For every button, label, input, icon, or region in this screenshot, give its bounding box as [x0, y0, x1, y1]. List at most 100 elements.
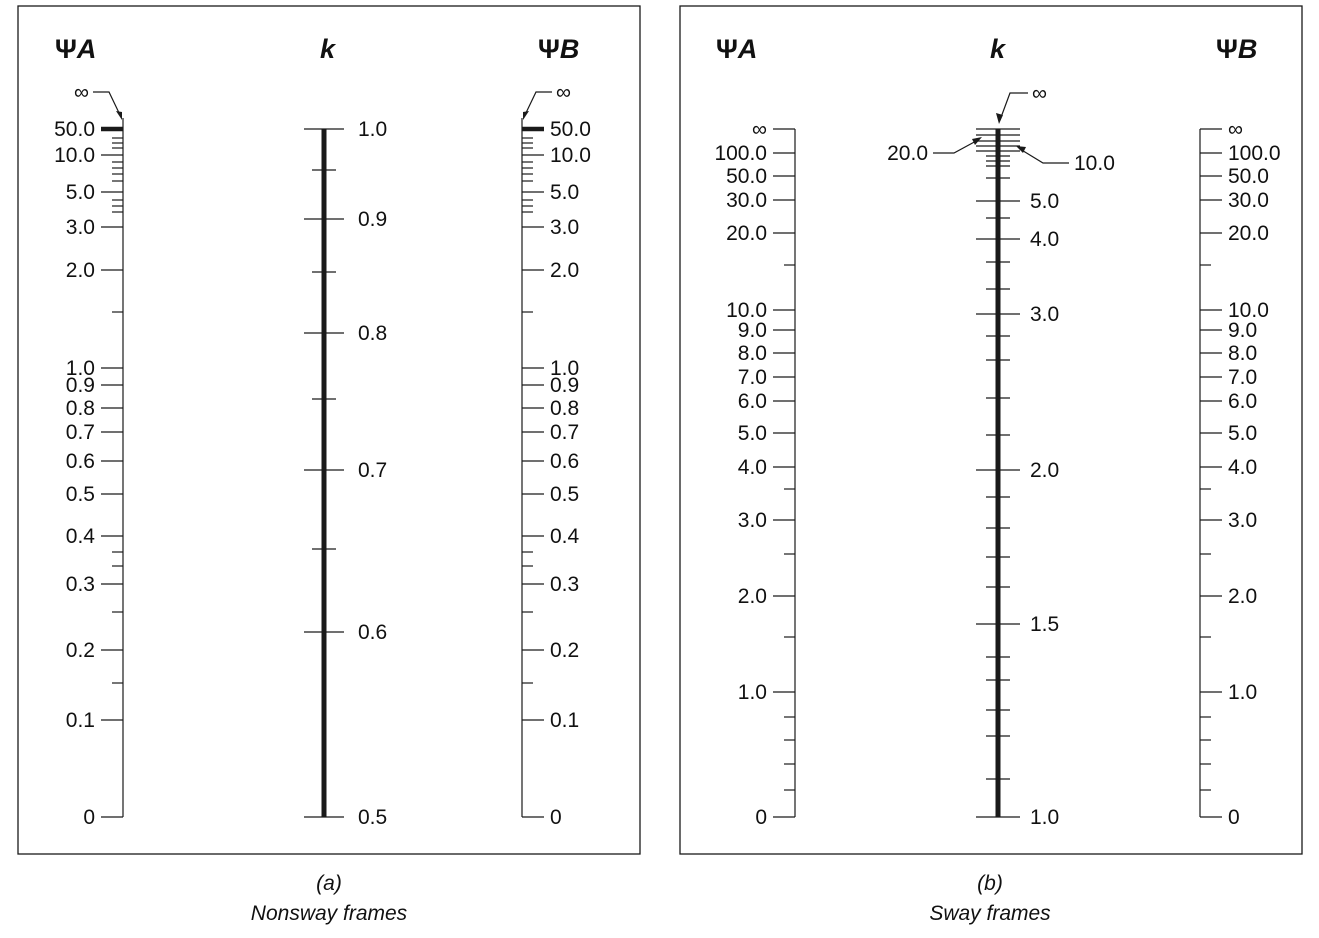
tick-label: 0.1 — [66, 709, 95, 732]
callout-10-arrowhead — [1016, 146, 1026, 153]
caption-letter-a: (a) — [316, 872, 342, 895]
tick-label: 50.0 — [54, 118, 95, 141]
tick-label: 0 — [755, 806, 767, 829]
tick-label: 7.0 — [1228, 366, 1257, 389]
k-header: k — [320, 34, 337, 64]
k-tick-label: 5.0 — [1030, 190, 1059, 213]
tick-label: 10.0 — [726, 299, 767, 322]
tick-label: 20.0 — [726, 222, 767, 245]
psi-b-header: ΨB — [538, 34, 579, 64]
tick-label: 100.0 — [714, 142, 767, 165]
tick-label: ∞ — [752, 118, 767, 141]
k-tick-label: 0.5 — [358, 806, 387, 829]
tick-label: 2.0 — [1228, 585, 1257, 608]
infinity-label: ∞ — [1032, 82, 1047, 105]
tick-label: 0 — [550, 806, 562, 829]
tick-label: 8.0 — [738, 342, 767, 365]
tick-label: 0.2 — [66, 639, 95, 662]
infinity-label: ∞ — [556, 81, 571, 104]
infinity-leader — [999, 92, 1028, 121]
panel-frame — [17, 5, 641, 855]
infinity-arrowhead — [116, 111, 122, 120]
infinity-leader — [523, 91, 552, 118]
tick-label: 0.9 — [66, 374, 95, 397]
callout-10-leader — [1019, 148, 1069, 164]
tick-label: 10.0 — [550, 144, 591, 167]
tick-label: 100.0 — [1228, 142, 1281, 165]
infinity-leader — [93, 91, 122, 118]
tick-label: 0.7 — [550, 421, 579, 444]
k-scale: 1.0 0.9 0.8 0.7 0.6 0.5 — [304, 118, 387, 829]
tick-label: 50.0 — [550, 118, 591, 141]
callout-20-label: 20.0 — [887, 142, 928, 165]
tick-label: 0 — [83, 806, 95, 829]
tick-label: 2.0 — [738, 585, 767, 608]
k-tick-label: 0.9 — [358, 208, 387, 231]
tick-label: 6.0 — [738, 390, 767, 413]
tick-label: 1.0 — [1228, 681, 1257, 704]
caption-text-b: Sway frames — [929, 902, 1051, 925]
k-header: k — [990, 34, 1007, 64]
tick-label: 0.9 — [550, 374, 579, 397]
tick-label: 4.0 — [1228, 456, 1257, 479]
infinity-label: ∞ — [74, 81, 89, 104]
tick-label: 0.8 — [550, 397, 579, 420]
panel-sway: ∞100.050.030.020.010.09.08.07.06.05.04.0… — [679, 5, 1303, 855]
k-scale: 5.0 4.0 3.0 2.0 1.5 1.0 ∞ 20.0 10.0 — [887, 82, 1115, 829]
psi-a-scale: ∞100.050.030.0 20.0 10.09.08.07.06.0 5.0 4.0… — [714, 118, 796, 829]
psi-b-header: ΨB — [1216, 34, 1257, 64]
tick-label: 5.0 — [1228, 422, 1257, 445]
tick-label: 0 — [1228, 806, 1240, 829]
tick-label: 5.0 — [738, 422, 767, 445]
tick-label: 0.3 — [66, 573, 95, 596]
tick-label: 10.0 — [1228, 299, 1269, 322]
tick-label: 50.0 — [726, 165, 767, 188]
tick-label: 0.5 — [66, 483, 95, 506]
k-tick-label: 0.6 — [358, 621, 387, 644]
callout-10-label: 10.0 — [1074, 152, 1115, 175]
k-tick-label: 1.0 — [358, 118, 387, 141]
tick-label: 30.0 — [1228, 189, 1269, 212]
callout-20-arrowhead — [972, 137, 982, 145]
tick-label: 3.0 — [66, 216, 95, 239]
infinity-arrowhead — [996, 113, 1003, 124]
k-tick-label: 1.0 — [1030, 806, 1059, 829]
tick-label: 0.3 — [550, 573, 579, 596]
tick-label: 3.0 — [550, 216, 579, 239]
tick-label: 2.0 — [550, 259, 579, 282]
psi-a-header: ΨA — [716, 34, 757, 64]
tick-label: 3.0 — [1228, 509, 1257, 532]
tick-label: 0.4 — [550, 525, 580, 548]
callout-20-leader — [933, 139, 979, 154]
k-tick-label: 2.0 — [1030, 459, 1059, 482]
k-tick-label: 0.8 — [358, 322, 387, 345]
tick-label: 9.0 — [1228, 319, 1257, 342]
tick-label: 0.5 — [550, 483, 579, 506]
tick-label: 0.6 — [550, 450, 579, 473]
tick-label: 0.1 — [550, 709, 579, 732]
tick-label: 0.4 — [66, 525, 96, 548]
tick-label: 0.7 — [66, 421, 95, 444]
tick-label: 6.0 — [1228, 390, 1257, 413]
tick-label: 8.0 — [1228, 342, 1257, 365]
tick-label: 9.0 — [738, 319, 767, 342]
tick-label: 4.0 — [738, 456, 767, 479]
tick-label: 5.0 — [66, 181, 95, 204]
tick-label: 7.0 — [738, 366, 767, 389]
caption-letter-b: (b) — [977, 872, 1003, 895]
psi-b-scale: ∞100.050.030.0 20.0 10.09.08.07.06.0 5.0 4.0… — [1199, 118, 1281, 829]
tick-label: ∞ — [1228, 118, 1243, 141]
k-tick-label: 1.5 — [1030, 613, 1059, 636]
k-tick-label: 3.0 — [1030, 303, 1059, 326]
psi-a-scale: 50.0 10.0 5.0 3.0 2.0 1.00.90.80.7 0.6 0.5 0.4 0.… — [54, 81, 124, 829]
panel-frame — [679, 5, 1303, 855]
tick-label: 10.0 — [54, 144, 95, 167]
tick-label: 5.0 — [550, 181, 579, 204]
tick-label: 1.0 — [66, 357, 95, 380]
caption-text-a: Nonsway frames — [251, 902, 408, 925]
tick-label: 1.0 — [550, 357, 579, 380]
psi-a-header: ΨA — [55, 34, 96, 64]
tick-label: 0.2 — [550, 639, 579, 662]
